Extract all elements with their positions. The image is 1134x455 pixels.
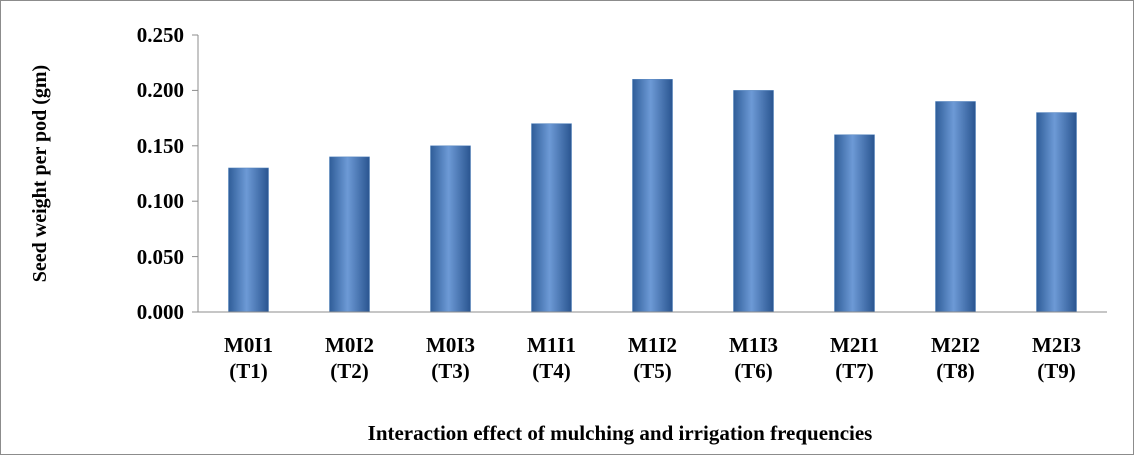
bar [228, 167, 269, 313]
x-tick-label: M1I2 (T5) [628, 333, 677, 383]
bar [531, 123, 572, 313]
y-tick-label: 0.200 [136, 78, 184, 103]
bar [632, 79, 673, 313]
x-tick-label: M1I3 (T6) [729, 333, 778, 383]
x-axis-title: Interaction effect of mulching and irrig… [367, 421, 873, 445]
bar [733, 90, 774, 313]
x-tick-label: M2I3 (T9) [1032, 333, 1081, 383]
bar [430, 145, 471, 313]
x-tick-label: M0I2 (T2) [325, 333, 374, 383]
y-tick-label: 0.100 [136, 189, 184, 214]
y-tick-label: 0.250 [136, 23, 184, 47]
x-tick-label: M2I2 (T8) [931, 333, 980, 383]
bar [834, 134, 875, 313]
x-tick-label: M1I1 (T4) [527, 333, 576, 383]
y-axis-title: Seed weight per pod (gm) [28, 64, 51, 282]
bar [935, 101, 976, 313]
x-tick-label: M0I1 (T1) [224, 333, 273, 383]
bar [1036, 112, 1077, 313]
y-tick-label: 0.000 [136, 300, 184, 324]
x-tick-label: M2I1 (T7) [830, 333, 879, 383]
y-tick-label: 0.150 [136, 133, 184, 158]
y-tick-label: 0.050 [136, 244, 184, 269]
bar [329, 156, 370, 313]
x-tick-label: M0I3 (T3) [426, 333, 475, 383]
